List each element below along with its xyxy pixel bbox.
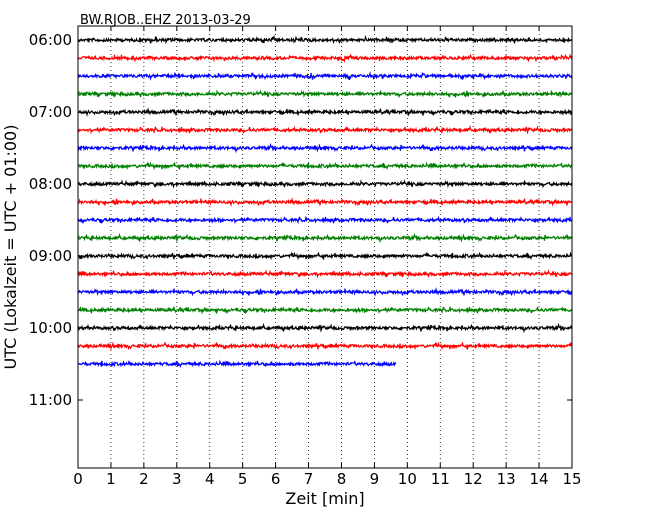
trace-0715 (77, 124, 573, 135)
x-axis-label: Zeit [min] (285, 489, 364, 508)
x-tick-label-4: 4 (205, 470, 215, 488)
trace-0645 (77, 89, 573, 99)
trace-0700 (77, 107, 573, 117)
chart-title: BW.RJOB..EHZ 2013-03-29 (80, 13, 251, 28)
x-tick-label-15: 15 (562, 470, 581, 488)
x-tick-label-9: 9 (370, 470, 380, 488)
y-tick-label-0700: 07:00 (29, 103, 72, 121)
trace-0630 (77, 71, 573, 81)
y-tick-label-1100: 11:00 (29, 391, 72, 409)
y-tick-label-0800: 08:00 (29, 175, 72, 193)
y-tick-label-0600: 06:00 (29, 31, 72, 49)
y-tick-label-1000: 10:00 (29, 319, 72, 337)
x-tick-label-14: 14 (530, 470, 549, 488)
x-tick-label-2: 2 (139, 470, 149, 488)
x-tick-label-10: 10 (398, 470, 417, 488)
trace-0915 (77, 269, 573, 279)
trace-0815 (77, 197, 573, 207)
trace-0845 (77, 232, 573, 244)
seismogram-traces (77, 34, 573, 368)
trace-1030 (77, 359, 397, 368)
x-tick-label-3: 3 (172, 470, 182, 488)
x-tick-label-12: 12 (464, 470, 483, 488)
trace-0900 (77, 251, 573, 261)
trace-0600 (77, 34, 573, 45)
grid-lines (110, 26, 540, 468)
trace-1015 (77, 341, 573, 351)
y-axis-ticks: 06:00 07:00 08:00 09:00 10:00 11:00 (29, 31, 572, 409)
trace-0745 (77, 161, 573, 171)
x-tick-label-0: 0 (73, 470, 83, 488)
x-tick-label-13: 13 (497, 470, 516, 488)
x-tick-label-6: 6 (271, 470, 281, 488)
x-tick-label-1: 1 (106, 470, 116, 488)
trace-0615 (77, 53, 573, 64)
trace-1000 (77, 322, 573, 334)
x-axis-ticks: 0 1 2 3 4 5 6 7 8 9 10 11 12 13 14 15 (73, 26, 582, 488)
trace-0930 (77, 287, 573, 297)
x-tick-label-7: 7 (304, 470, 314, 488)
trace-0830 (77, 215, 573, 225)
x-tick-label-5: 5 (238, 470, 248, 488)
y-tick-label-0900: 09:00 (29, 247, 72, 265)
trace-0730 (77, 142, 573, 154)
trace-0800 (77, 179, 573, 189)
trace-0945 (77, 306, 573, 315)
x-tick-label-8: 8 (337, 470, 347, 488)
plot-frame (77, 25, 573, 469)
y-axis-label: UTC (Lokalzeit = UTC + 01:00) (1, 125, 20, 370)
x-tick-label-11: 11 (431, 470, 450, 488)
